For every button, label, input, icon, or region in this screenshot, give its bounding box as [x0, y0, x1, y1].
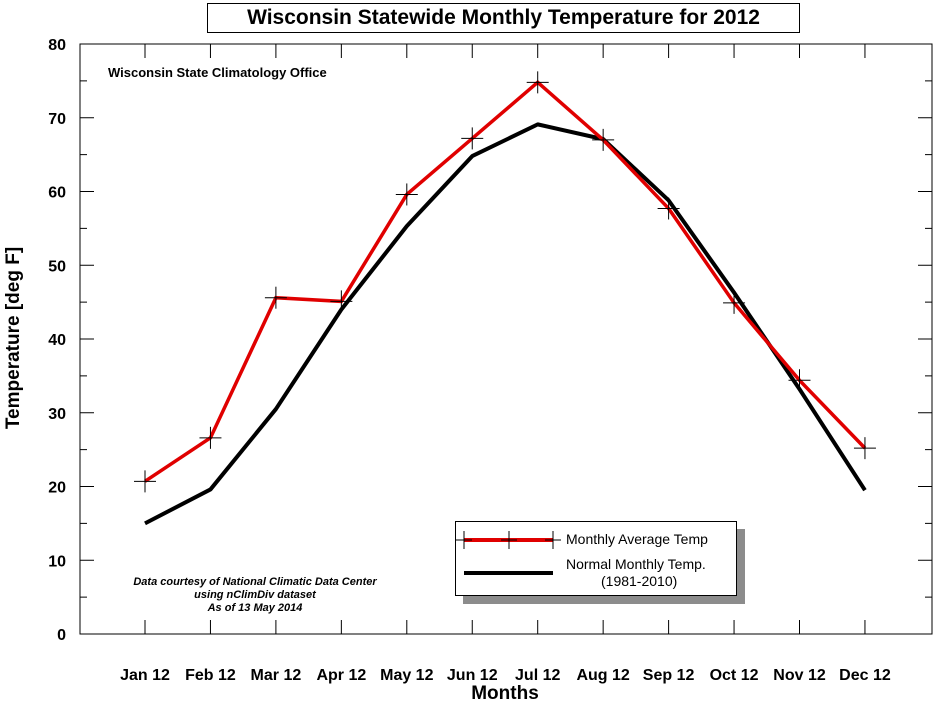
data-point-marker [264, 286, 287, 309]
x-tick-label: Aug 12 [576, 667, 629, 684]
x-tick-label: May 12 [380, 667, 433, 684]
legend-label-normal-period: (1981-2010) [601, 573, 678, 589]
data-point-marker [723, 291, 746, 314]
x-axis-label: Months [471, 683, 539, 704]
series-line-average [144, 80, 867, 483]
legend-swatches [456, 531, 561, 575]
y-tick-label: 80 [48, 37, 66, 54]
series-normal-monthly-temp [144, 122, 867, 526]
x-tick-label: Dec 12 [839, 667, 891, 684]
data-point-marker [526, 71, 549, 94]
y-axis-label: Temperature [deg F] [3, 246, 24, 430]
data-point-marker [788, 369, 811, 392]
annotation-line-1: Data courtesy of National Climatic Data … [133, 576, 377, 588]
y-tick-label: 30 [48, 406, 66, 423]
series-line-normal [144, 122, 867, 526]
y-tick-label: 10 [48, 553, 66, 570]
annotation-line-2: using nClimDiv dataset [194, 589, 316, 601]
x-tick-label: Sep 12 [643, 667, 695, 684]
x-tick-label: Oct 12 [710, 667, 759, 684]
y-tick-label: 70 [48, 111, 66, 128]
x-tick-label: Apr 12 [316, 667, 366, 684]
y-tick-label: 20 [48, 480, 66, 497]
data-source-annotation: Data courtesy of National Climatic Data … [90, 576, 420, 615]
y-tick-label: 50 [48, 258, 66, 275]
y-tick-label: 60 [48, 185, 66, 202]
data-point-marker [853, 437, 876, 460]
legend-label-normal: Normal Monthly Temp. [566, 556, 706, 572]
legend: Monthly Average Temp Normal Monthly Temp… [455, 521, 737, 596]
data-point-marker [199, 426, 222, 449]
x-tick-label: Jan 12 [120, 667, 170, 684]
legend-label-avg: Monthly Average Temp [566, 531, 708, 547]
ticks: 0 10 20 30 40 50 60 70 80 Jan 12 Feb 12 Mar 12 Apr 1… [48, 37, 932, 684]
data-point-marker [395, 183, 418, 206]
x-tick-label: Mar 12 [251, 667, 302, 684]
x-tick-label: Nov 12 [773, 667, 826, 684]
x-tick-label: Jun 12 [447, 667, 498, 684]
y-tick-label: 40 [48, 332, 66, 349]
chart-subtitle: Wisconsin State Climatology Office [108, 65, 327, 80]
annotation-line-3: As of 13 May 2014 [207, 602, 303, 614]
series-monthly-average-temp [134, 71, 876, 493]
data-point-marker [592, 128, 615, 151]
legend-swatch-avg-markers [456, 531, 561, 549]
data-point-marker [657, 197, 680, 220]
x-tick-label: Feb 12 [185, 667, 236, 684]
data-point-marker [330, 290, 353, 313]
data-point-marker [134, 470, 156, 493]
x-tick-label: Jul 12 [515, 667, 560, 684]
chart-title: Wisconsin Statewide Monthly Temperature … [207, 3, 800, 33]
y-tick-label: 0 [57, 627, 66, 644]
data-point-marker [461, 127, 484, 150]
